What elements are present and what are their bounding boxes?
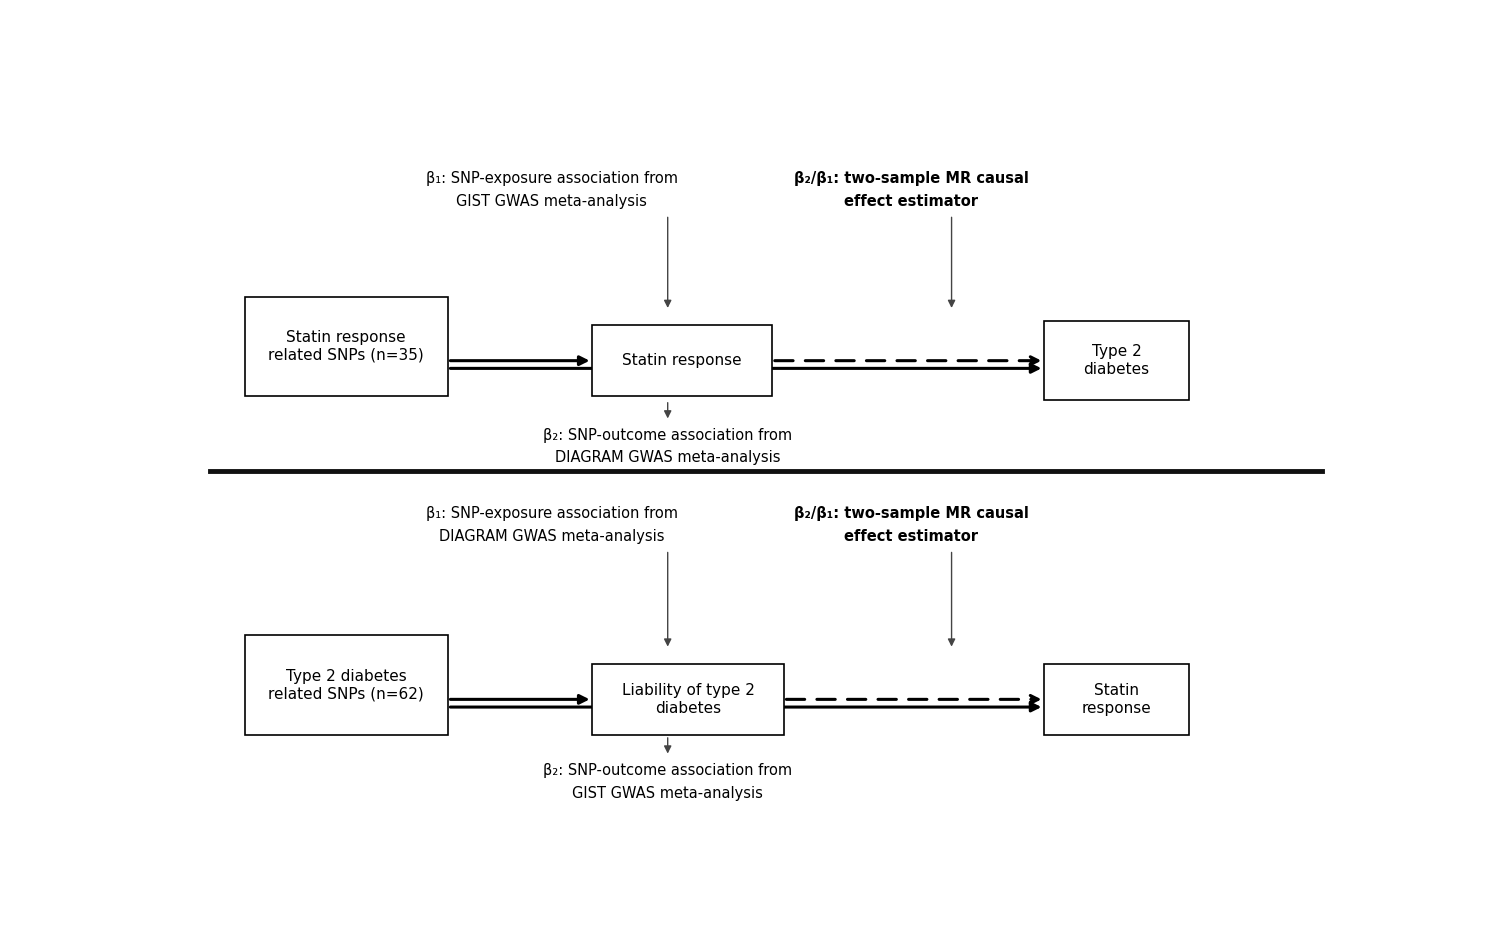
Text: β₁: SNP-exposure association from: β₁: SNP-exposure association from bbox=[426, 171, 677, 186]
FancyBboxPatch shape bbox=[245, 635, 447, 735]
Text: GIST GWAS meta-analysis: GIST GWAS meta-analysis bbox=[573, 785, 762, 801]
Text: GIST GWAS meta-analysis: GIST GWAS meta-analysis bbox=[456, 194, 647, 208]
FancyBboxPatch shape bbox=[592, 664, 783, 735]
FancyBboxPatch shape bbox=[1044, 321, 1189, 400]
Text: β₂/β₁: two-sample MR causal: β₂/β₁: two-sample MR causal bbox=[794, 171, 1029, 186]
Text: β₂: SNP-outcome association from: β₂: SNP-outcome association from bbox=[543, 428, 792, 443]
Text: Statin
response: Statin response bbox=[1082, 683, 1151, 716]
FancyBboxPatch shape bbox=[592, 325, 771, 396]
Text: effect estimator: effect estimator bbox=[845, 194, 978, 208]
Text: DIAGRAM GWAS meta-analysis: DIAGRAM GWAS meta-analysis bbox=[440, 529, 665, 544]
Text: Liability of type 2
diabetes: Liability of type 2 diabetes bbox=[622, 683, 755, 716]
Text: DIAGRAM GWAS meta-analysis: DIAGRAM GWAS meta-analysis bbox=[555, 450, 780, 466]
FancyBboxPatch shape bbox=[245, 296, 447, 396]
Text: Type 2
diabetes: Type 2 diabetes bbox=[1084, 344, 1150, 377]
Text: effect estimator: effect estimator bbox=[845, 529, 978, 544]
FancyBboxPatch shape bbox=[1044, 664, 1189, 735]
Text: Statin response: Statin response bbox=[622, 353, 742, 369]
Text: Statin response
related SNPs (n=35): Statin response related SNPs (n=35) bbox=[268, 331, 425, 363]
Text: Type 2 diabetes
related SNPs (n=62): Type 2 diabetes related SNPs (n=62) bbox=[268, 669, 425, 701]
Text: β₂/β₁: two-sample MR causal: β₂/β₁: two-sample MR causal bbox=[794, 507, 1029, 521]
Text: β₁: SNP-exposure association from: β₁: SNP-exposure association from bbox=[426, 507, 677, 521]
Text: β₂: SNP-outcome association from: β₂: SNP-outcome association from bbox=[543, 763, 792, 778]
